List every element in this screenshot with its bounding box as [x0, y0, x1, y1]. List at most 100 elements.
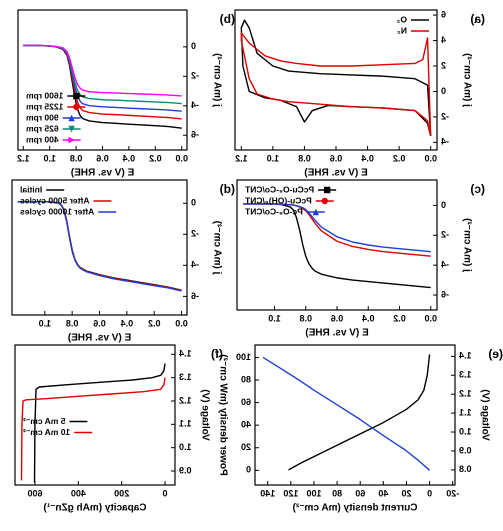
- x-tick-label: 600: [27, 488, 42, 498]
- x-tick-label: 1.2: [17, 153, 30, 163]
- x-axis-label: E (V vs. RHE): [305, 328, 368, 339]
- y-tick-label: -6: [191, 130, 199, 140]
- x-tick-label: 0.6: [96, 153, 109, 163]
- x-tick-label: 0.6: [93, 318, 106, 328]
- x-tick-label: 0.6: [330, 153, 343, 163]
- y-axis-label: j (mA cm⁻²): [461, 53, 472, 108]
- y-tick-label: -4: [191, 100, 199, 110]
- data-line: [243, 203, 431, 289]
- legend-label: 10 mA cm⁻²: [23, 427, 70, 437]
- data-line: [20, 377, 166, 481]
- data-line: [240, 19, 432, 137]
- x-tick-label: 0.8: [298, 153, 311, 163]
- legend-label: 5 mA cm⁻²: [23, 416, 66, 426]
- panel-label: (c): [470, 182, 485, 196]
- y-tick-label: 4: [441, 35, 446, 45]
- legend-marker: [323, 186, 331, 194]
- legend-label: After 10000 cycles: [20, 206, 94, 216]
- legend-marker: [321, 197, 328, 205]
- data-line: [262, 356, 431, 471]
- data-line: [288, 354, 431, 471]
- x-tick-label: 0.8: [70, 153, 83, 163]
- x-tick-label: 0.0: [424, 153, 437, 163]
- legend-label: PcCu-(OH)₈/CNT: [244, 195, 312, 205]
- y-tick-label: 0: [191, 41, 196, 51]
- y-axis-label: Voltage (V): [479, 389, 490, 440]
- x-tick-label: 40: [378, 488, 388, 498]
- y-axis-label: Voltage (V): [199, 389, 210, 440]
- x-tick-label: 0.0: [175, 153, 188, 163]
- x-tick-label: 100: [306, 488, 321, 498]
- x-tick-label: 1.2: [235, 153, 248, 163]
- x-tick-label: 0.2: [393, 313, 406, 323]
- legend-marker: [68, 114, 75, 122]
- panel-label: (b): [220, 12, 235, 26]
- y-tick-label: 1.0: [179, 442, 192, 452]
- y-tick-label: 0: [441, 200, 446, 210]
- y-tick-label: -2: [191, 229, 199, 239]
- x-tick-label: 0.0: [175, 318, 188, 328]
- x-tick-label: 1.0: [43, 153, 56, 163]
- panel-label: (d): [220, 182, 235, 196]
- legend-label: 1225 rpm: [26, 101, 64, 111]
- y2-tick-label: 100: [236, 352, 251, 362]
- x-tick-label: 0.4: [121, 318, 134, 328]
- x-tick-label: 200: [114, 488, 129, 498]
- y-tick-label: 0: [191, 198, 196, 208]
- y-tick-label: 2: [441, 60, 446, 70]
- data-line: [23, 44, 182, 97]
- legend-label: Initial: [20, 184, 42, 194]
- legend-marker: [73, 103, 80, 111]
- legend-label: Pc-O₈-Co/CNT: [244, 206, 303, 216]
- y-axis-label: j (mA cm⁻²): [211, 221, 222, 276]
- x-tick-label: 0: [163, 488, 168, 498]
- x-tick-label: 80: [332, 488, 342, 498]
- y-tick-label: -6: [191, 291, 199, 301]
- legend-marker: [68, 125, 75, 133]
- y-tick-label: 1.3: [459, 370, 472, 380]
- x-axis-label: E (V vs. RHE): [68, 333, 131, 344]
- legend-label: After 5000 cycles: [20, 195, 90, 205]
- y-tick-label: 6: [441, 9, 446, 19]
- x-tick-label: 0.2: [149, 153, 162, 163]
- y-tick-label: 1.4: [179, 349, 192, 359]
- y-tick-label: -2: [441, 111, 449, 121]
- legend-label: O₂: [396, 14, 407, 24]
- x-tick-label: 120: [283, 488, 298, 498]
- plot-frame: [254, 344, 456, 486]
- x-axis-label: Current density (mA cm⁻²): [293, 503, 418, 514]
- panel-label: (e): [488, 347, 503, 361]
- y2-tick-label: 0: [246, 465, 251, 475]
- y-tick-label: -2: [191, 71, 199, 81]
- x-tick-label: 0.4: [362, 313, 375, 323]
- y-tick-label: -4: [441, 260, 449, 270]
- plot-frame: [14, 344, 176, 486]
- data-line: [240, 32, 432, 137]
- y-axis-label: j (mA cm⁻²): [211, 53, 222, 108]
- legend-marker: [68, 136, 75, 144]
- x-tick-label: 1.0: [268, 313, 281, 323]
- y-tick-label: 1.0: [459, 426, 472, 436]
- x-tick-label: 60: [355, 488, 365, 498]
- y-tick-label: -4: [191, 260, 199, 270]
- y2-tick-label: 80: [241, 374, 251, 384]
- x-tick-label: 1.0: [39, 318, 52, 328]
- x-axis-label: E (V vs. RHE): [304, 168, 367, 179]
- legend-marker: [312, 208, 320, 216]
- x-tick-label: 0.2: [393, 153, 406, 163]
- y-tick-label: -6: [441, 289, 449, 299]
- y2-tick-label: 20: [241, 442, 251, 452]
- y-tick-label: 1.1: [459, 407, 472, 417]
- legend-label: 1600 rpm: [26, 90, 64, 100]
- x-tick-label: 140: [260, 488, 275, 498]
- legend-label: 400 rpm: [26, 134, 59, 144]
- data-line: [243, 203, 431, 253]
- legend-label: N₂: [397, 25, 407, 35]
- legend-label: 625 rpm: [26, 123, 59, 133]
- x-tick-label: 1.0: [267, 153, 280, 163]
- y-tick-label: 0: [441, 86, 446, 96]
- x-tick-label: 0.2: [148, 318, 161, 328]
- x-axis-label: Capacity (mAh gZn⁻¹): [43, 503, 146, 514]
- data-line: [17, 201, 182, 292]
